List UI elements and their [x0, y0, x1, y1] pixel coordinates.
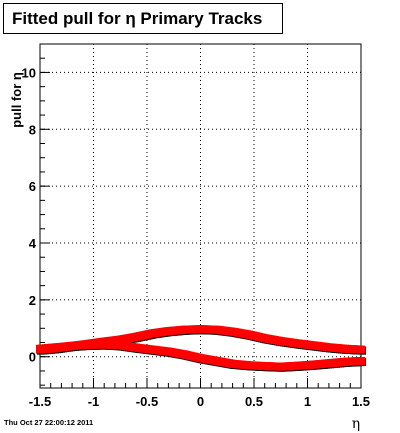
x-tick-label: -1	[88, 394, 100, 409]
x-tick-label: 0	[197, 394, 204, 409]
x-tick-label: 0.5	[245, 394, 263, 409]
grid-lines	[39, 44, 362, 388]
tick-labels: -1.5 -1 -0.5 0 0.5 1 1.5 0 2 4 6 8 10	[22, 65, 371, 409]
y-tick-label: 4	[29, 236, 37, 251]
x-tick-label: 1.5	[352, 394, 370, 409]
data-points	[36, 325, 366, 372]
x-axis-label: η	[352, 416, 360, 432]
x-tick-label: -1.5	[29, 394, 51, 409]
footer-timestamp: Thu Oct 27 22:00:12 2011	[4, 418, 94, 427]
y-tick-label: 0	[29, 350, 36, 365]
chart-title: Fitted pull for η Primary Tracks	[12, 9, 263, 28]
data-point	[357, 356, 365, 365]
y-tick-label: 10	[22, 65, 36, 80]
chart-title-box: Fitted pull for η Primary Tracks	[3, 3, 283, 34]
x-tick-label: -0.5	[136, 394, 158, 409]
data-point	[357, 345, 365, 354]
y-tick-label: 8	[29, 122, 36, 137]
axis-ticks	[39, 43, 362, 388]
x-tick-label: 1	[304, 394, 311, 409]
y-tick-label: 2	[29, 293, 36, 308]
y-tick-label: 6	[29, 179, 36, 194]
y-axis-label: pull for η	[9, 72, 24, 128]
